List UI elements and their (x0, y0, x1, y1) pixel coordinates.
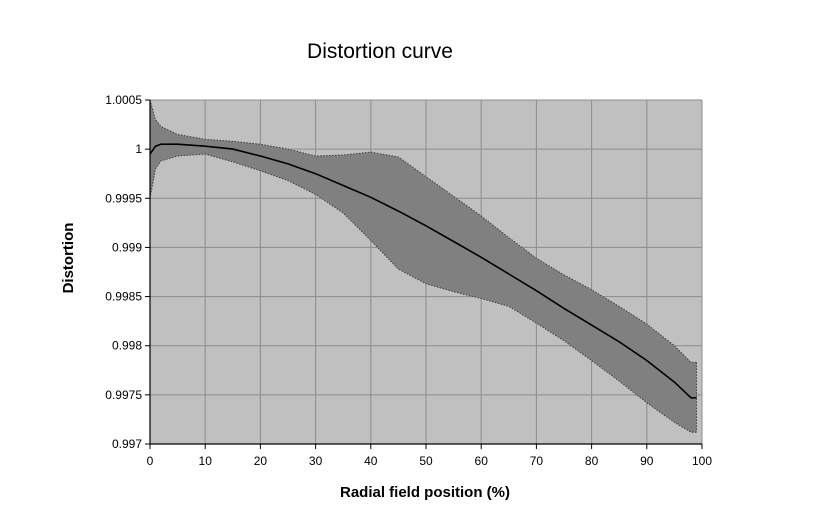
x-axis-title: Radial field position (%) (340, 484, 510, 501)
x-tick-label: 80 (585, 454, 599, 468)
upper-bound-line (149, 99, 697, 363)
x-tick-label: 90 (640, 454, 654, 468)
y-axis-title: Distortion (60, 223, 77, 294)
x-tick-label: 70 (530, 454, 544, 468)
x-tick-labels: 0 10 20 30 40 50 60 70 80 90 100 (147, 454, 713, 468)
y-tick-label: 0.997 (112, 437, 142, 451)
y-tick-label: 0.999 (112, 240, 142, 254)
x-tick-label: 20 (254, 454, 268, 468)
x-tick-label: 30 (309, 454, 323, 468)
x-tick-label: 50 (419, 454, 433, 468)
x-tick-label: 10 (199, 454, 213, 468)
y-tick-labels: 0.997 0.9975 0.998 0.9985 0.999 0.9995 1 1.0005 (105, 93, 142, 451)
y-tick-label: 0.9995 (105, 191, 142, 205)
y-tick-label: 0.998 (112, 339, 142, 353)
y-tick-label: 1 (135, 142, 142, 156)
y-tick-label: 0.9985 (105, 290, 142, 304)
axes (145, 99, 703, 449)
y-tick-label: 1.0005 (105, 93, 142, 107)
x-tick-label: 0 (147, 454, 154, 468)
x-tick-label: 40 (364, 454, 378, 468)
chart-title: Distortion curve (307, 40, 453, 63)
mean-distortion-line (149, 143, 697, 399)
lower-bound-line (149, 153, 697, 433)
y-tick-label: 0.9975 (105, 388, 142, 402)
x-tick-label: 100 (692, 454, 712, 468)
uncertainty-band (150, 100, 697, 433)
x-tick-label: 60 (475, 454, 489, 468)
